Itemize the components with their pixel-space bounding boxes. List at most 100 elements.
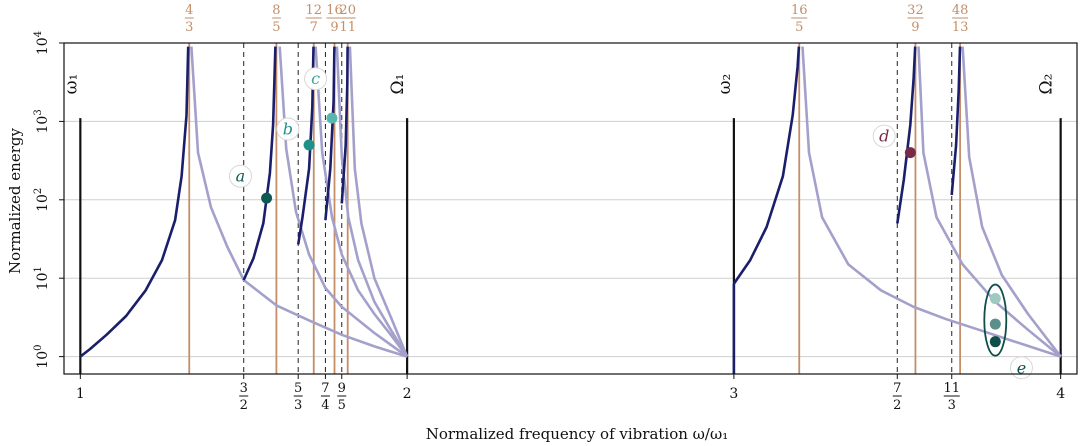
annotations: a b c d e <box>228 67 1033 380</box>
fraction-numerator: 7 <box>893 381 901 396</box>
grid-lines <box>64 42 1077 358</box>
light-curve <box>190 46 408 358</box>
fraction-numerator: 16 <box>326 3 343 18</box>
point-c <box>326 112 338 124</box>
dashed-reference-lines <box>243 43 953 374</box>
y-tick-label: 101 <box>33 266 51 290</box>
point-b <box>303 139 315 151</box>
resonance-label: 85 <box>271 3 281 35</box>
light-curve <box>801 46 1062 358</box>
y-tick-label: 102 <box>33 188 51 212</box>
bound-label: Ω₁ <box>388 74 408 95</box>
y-tick-label: 100 <box>33 345 51 369</box>
fraction-numerator: 32 <box>907 3 924 18</box>
group-e-outline <box>983 283 1008 357</box>
x-frac-tick-label: 32 <box>239 381 249 413</box>
group-e-ellipse <box>983 283 1008 357</box>
fraction-denominator: 2 <box>893 398 901 413</box>
fraction-numerator: 3 <box>240 381 248 396</box>
dark-curve <box>732 46 801 285</box>
annotation-bubble <box>276 117 300 141</box>
bound-label: ω₁ <box>61 74 81 95</box>
plot-border <box>63 42 1078 375</box>
point-d <box>904 147 916 159</box>
fraction-denominator: 3 <box>294 398 302 413</box>
fraction-denominator: 5 <box>338 398 346 413</box>
x-tick-label: 3 <box>729 386 738 402</box>
annotation-e: e <box>1017 358 1026 377</box>
x-frac-tick-label: 113 <box>943 381 960 413</box>
dark-curve <box>242 46 277 281</box>
fraction-denominator: 9 <box>911 20 919 35</box>
light-curve <box>335 46 409 358</box>
annotation-bubble <box>872 124 896 148</box>
fraction-numerator: 20 <box>339 3 356 18</box>
annotation-c: c <box>311 69 320 88</box>
data-points <box>261 112 1001 348</box>
fraction-numerator: 7 <box>321 381 329 396</box>
y-tick-label: 103 <box>33 109 51 133</box>
fraction-denominator: 3 <box>948 398 956 413</box>
fraction-denominator: 11 <box>339 20 356 35</box>
fraction-numerator: 16 <box>791 3 808 18</box>
fraction-numerator: 9 <box>338 381 346 396</box>
light-curve <box>348 46 409 358</box>
fraction-numerator: 8 <box>272 3 280 18</box>
x-tick-label: 1 <box>76 386 85 402</box>
point-a <box>261 192 273 204</box>
fraction-numerator: 4 <box>185 3 193 18</box>
light-curve <box>278 46 408 358</box>
x-tick-label: 2 <box>403 386 412 402</box>
plot-frame <box>63 42 1078 375</box>
annotation-d: d <box>879 127 889 146</box>
light-curves <box>190 46 1062 358</box>
point-e2 <box>989 318 1001 330</box>
annotation-b: b <box>283 119 293 138</box>
annotation-a: a <box>236 167 246 186</box>
y-axis-title: Normalized energy <box>6 128 24 274</box>
fraction-numerator: 48 <box>952 3 969 18</box>
fraction-denominator: 7 <box>310 20 318 35</box>
x-frac-tick-label: 72 <box>892 381 902 413</box>
dark-curve <box>340 46 349 204</box>
annotation-bubble <box>1009 356 1033 380</box>
fraction-denominator: 2 <box>240 398 248 413</box>
light-curve <box>314 46 409 358</box>
fraction-denominator: 9 <box>330 20 338 35</box>
dark-curve <box>324 46 336 221</box>
resonance-label: 329 <box>907 3 924 35</box>
fraction-denominator: 4 <box>321 398 329 413</box>
point-e3 <box>989 336 1001 348</box>
x-frac-tick-label: 74 <box>320 381 330 413</box>
dark-curve <box>79 46 190 358</box>
annotation-bubble <box>304 67 328 91</box>
point-e1 <box>989 293 1001 305</box>
fraction-denominator: 3 <box>185 20 193 35</box>
fraction-numerator: 11 <box>943 381 960 396</box>
annotation-bubble <box>228 164 252 188</box>
light-curve <box>917 46 1062 358</box>
dark-curve <box>950 46 962 196</box>
fraction-numerator: 5 <box>294 381 302 396</box>
x-tick-label: 4 <box>1056 386 1065 402</box>
x-frac-tick-label: 95 <box>337 381 347 413</box>
light-curve <box>961 46 1062 358</box>
bound-label: ω₂ <box>715 74 735 95</box>
resonance-label: 165 <box>791 3 808 35</box>
fraction-denominator: 13 <box>952 20 969 35</box>
resonance-label: 127 <box>305 3 322 35</box>
dark-curve <box>896 46 917 224</box>
fraction-numerator: 12 <box>305 3 322 18</box>
fraction-denominator: 5 <box>795 20 803 35</box>
bound-label: Ω₂ <box>1037 74 1057 95</box>
y-tick-label: 104 <box>33 31 51 55</box>
fraction-denominator: 5 <box>272 20 280 35</box>
x-axis-title: Normalized frequency of vibration ω/ω₁ <box>426 425 728 443</box>
resonance-label: 43 <box>184 3 194 35</box>
x-frac-tick-label: 53 <box>293 381 303 413</box>
